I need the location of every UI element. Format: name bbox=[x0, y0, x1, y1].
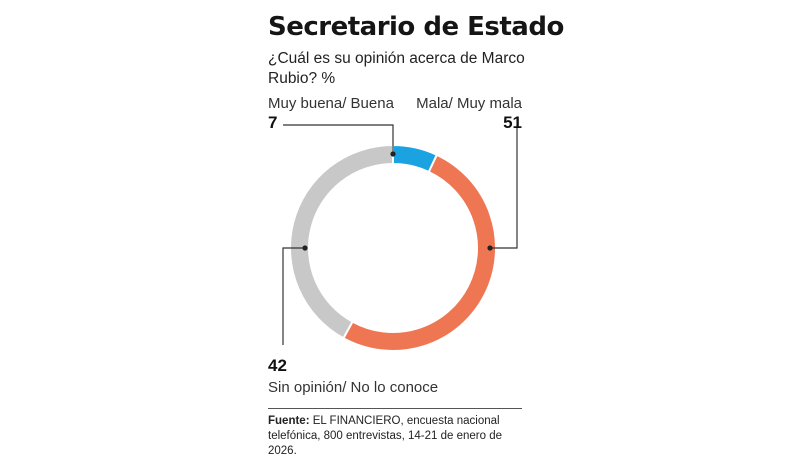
slice-label-good: Muy buena/ Buena bbox=[268, 95, 394, 112]
source-note: Fuente: EL FINANCIERO, encuesta nacional… bbox=[268, 414, 530, 459]
slice-label-none: Sin opinión/ No lo conoce bbox=[268, 379, 439, 396]
slice-value-bad: 51 bbox=[503, 113, 522, 132]
source-divider bbox=[268, 408, 522, 409]
slice-label-bad: Mala/ Muy mala bbox=[416, 95, 522, 112]
slice-value-none: 42 bbox=[268, 356, 287, 375]
donut-slice-bad bbox=[342, 153, 497, 352]
chart-subtitle: ¿Cuál es su opinión acerca de Marco Rubi… bbox=[268, 50, 525, 87]
slice-value-good: 7 bbox=[268, 113, 278, 132]
chart-title: Secretario de Estado bbox=[268, 12, 564, 42]
source-prefix: Fuente: bbox=[268, 415, 310, 427]
leader-dot-none bbox=[302, 245, 308, 251]
leader-line-none bbox=[282, 247, 305, 345]
leader-dot-good bbox=[390, 151, 396, 157]
leader-line-bad bbox=[490, 125, 518, 249]
donut-slice-none bbox=[289, 143, 394, 340]
leader-dot-bad bbox=[487, 245, 493, 251]
leader-line-good bbox=[283, 124, 394, 154]
